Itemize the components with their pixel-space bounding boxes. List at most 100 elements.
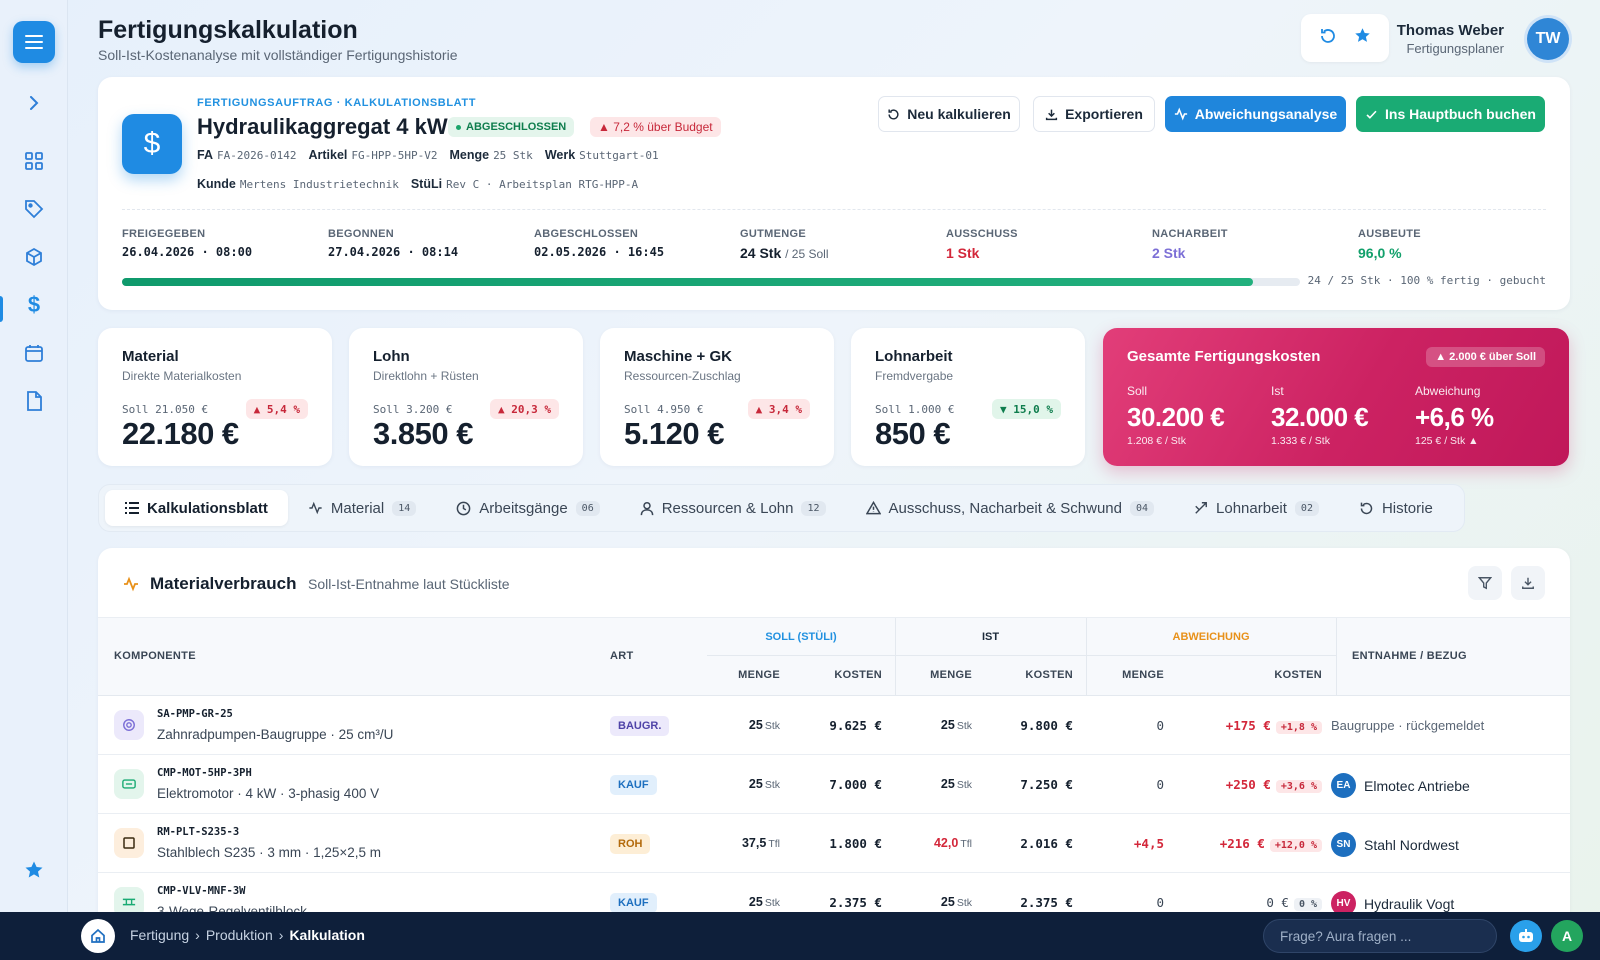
user-role: Fertigungsplaner <box>1406 41 1504 56</box>
divider <box>895 618 896 696</box>
meta-fa: FA FA-2026-0142 <box>197 148 297 162</box>
sidebar-item-calendar[interactable] <box>20 339 48 367</box>
kpi-value: 850 € <box>875 416 951 451</box>
list-icon <box>125 502 139 514</box>
sidebar-item-products[interactable] <box>20 243 48 271</box>
activity-icon <box>1174 107 1187 121</box>
stat-good-quantity: GUTMENGE 24 Stk / 25 Soll <box>740 228 829 261</box>
kpi-subtitle: Fremdvergabe <box>875 369 954 383</box>
progress-bar <box>122 278 1300 286</box>
expand-sidebar-button[interactable] <box>20 89 48 117</box>
kpi-card-labor[interactable]: Lohn Direktlohn + Rüsten Soll 3.200 € ▲ … <box>349 328 583 466</box>
supplier[interactable]: SN Stahl Nordwest <box>1331 832 1459 857</box>
kpi-title: Maschine + GK <box>624 348 732 365</box>
tab-resources-labor[interactable]: Ressourcen & Lohn 12 <box>620 490 846 526</box>
type-badge: ROH <box>610 834 651 854</box>
export-button[interactable]: Exportieren <box>1033 96 1155 132</box>
supplier[interactable]: HV Hydraulik Vogt <box>1331 891 1454 916</box>
sidebar: $ <box>0 0 68 912</box>
total-cost-card[interactable]: Gesamte Fertigungskosten ▲ 2.000 € über … <box>1103 328 1569 466</box>
tab-calculation-sheet[interactable]: Kalkulationsblatt <box>105 490 288 526</box>
component-name: Zahnradpumpen-Baugruppe · 25 cm³/U <box>157 727 394 742</box>
kpi-card-machine[interactable]: Maschine + GK Ressourcen-Zuschlag Soll 4… <box>600 328 834 466</box>
kpi-card-subcontracting[interactable]: Lohnarbeit Fremdvergabe Soll 1.000 € ▼ 1… <box>851 328 1085 466</box>
col-ist-qty[interactable]: MENGE <box>930 669 972 681</box>
assistant-button[interactable] <box>1510 920 1542 952</box>
table-row[interactable]: RM-PLT-S235-3 Stahlblech S235 · 3 mm · 1… <box>98 814 1570 873</box>
col-group-soll: SOLL (STÜLI) <box>707 618 895 656</box>
col-ist-cost[interactable]: KOSTEN <box>1025 669 1073 681</box>
star-icon <box>25 861 43 878</box>
tab-count: 12 <box>801 500 826 516</box>
variance-analysis-button[interactable]: Abweichungsanalyse <box>1165 96 1346 132</box>
assembly-icon <box>114 710 144 740</box>
filter-button[interactable] <box>1468 566 1502 600</box>
profile-avatar[interactable]: A <box>1551 920 1583 952</box>
tab-count: 14 <box>392 500 417 516</box>
tab-count: 06 <box>575 500 600 516</box>
assistant-input[interactable]: Frage? Aura fragen ... <box>1263 919 1497 953</box>
kpi-variance-badge: ▲ 3,4 % <box>747 399 810 419</box>
sheet-metal-icon <box>114 828 144 858</box>
star-icon <box>1355 28 1370 42</box>
sidebar-item-documents[interactable] <box>20 387 48 415</box>
sidebar-item-tags[interactable] <box>20 195 48 223</box>
box-icon <box>26 247 42 267</box>
type-badge: KAUF <box>610 893 657 913</box>
table-row[interactable]: CMP-MOT-5HP-3PH Elektromotor · 4 kW · 3-… <box>98 755 1570 814</box>
menu-button[interactable] <box>13 21 55 63</box>
tab-scrap-rework[interactable]: Ausschuss, Nacharbeit & Schwund 04 <box>846 490 1175 526</box>
material-header: Materialverbrauch Soll-Ist-Entnahme laut… <box>98 548 1570 618</box>
home-button[interactable] <box>81 919 115 953</box>
order-title: Hydraulikaggregat 4 kW <box>197 114 448 139</box>
recalculate-button[interactable]: Neu kalkulieren <box>878 96 1020 132</box>
sidebar-item-dashboard[interactable] <box>20 147 48 175</box>
supplier[interactable]: EA Elmotec Antriebe <box>1331 773 1470 798</box>
kpi-variance-badge: ▼ 15,0 % <box>992 399 1061 419</box>
budget-badge: ▲ 7,2 % über Budget <box>590 117 721 137</box>
tab-subcontracting[interactable]: Lohnarbeit 02 <box>1174 490 1339 526</box>
kpi-value: 5.120 € <box>624 416 724 451</box>
order-meta-line-2: Kunde Mertens Industrietechnik StüLi Rev C… <box>197 177 638 191</box>
favorite-button[interactable] <box>1354 27 1371 49</box>
post-to-ledger-button[interactable]: Ins Hauptbuch buchen <box>1356 96 1545 132</box>
col-type[interactable]: ART <box>610 650 634 662</box>
refresh-icon <box>888 108 899 120</box>
col-component[interactable]: KOMPONENTE <box>114 650 196 662</box>
sidebar-active-indicator <box>0 296 3 322</box>
filter-icon <box>1478 577 1492 590</box>
breadcrumb-item-fertigung[interactable]: Fertigung <box>130 927 190 943</box>
material-title: Materialverbrauch <box>150 574 297 593</box>
sidebar-item-favorites[interactable] <box>20 856 48 884</box>
dollar-icon: $ <box>27 292 41 317</box>
col-dev-cost[interactable]: KOSTEN <box>1274 669 1322 681</box>
sidebar-item-costing[interactable]: $ <box>20 291 48 319</box>
tab-history[interactable]: Historie <box>1339 490 1453 526</box>
col-group-deviation: ABWEICHUNG <box>1086 618 1336 656</box>
col-supply[interactable]: ENTNAHME / BEZUG <box>1352 650 1467 662</box>
tab-operations[interactable]: Arbeitsgänge 06 <box>436 490 619 526</box>
stat-released: FREIGEGEBEN 26.04.2026 · 08:00 <box>122 228 253 259</box>
col-dev-qty[interactable]: MENGE <box>1122 669 1164 681</box>
kpi-value: 22.180 € <box>122 416 239 451</box>
refresh-button[interactable] <box>1319 27 1337 50</box>
meta-article: Artikel FG-HPP-5HP-V2 <box>308 148 438 162</box>
breadcrumb-item-produktion[interactable]: Produktion <box>205 927 273 943</box>
tab-count: 04 <box>1129 500 1155 516</box>
download-button[interactable] <box>1511 566 1545 600</box>
page-title: Fertigungskalkulation <box>98 16 358 44</box>
user-name: Thomas Weber <box>1396 22 1504 39</box>
kpi-card-material[interactable]: Material Direkte Materialkosten Soll 21.… <box>98 328 332 466</box>
user-avatar[interactable]: TW <box>1527 18 1569 60</box>
meta-customer: Kunde Mertens Industrietechnik <box>197 177 399 191</box>
table-row[interactable]: SA-PMP-GR-25 Zahnradpumpen-Baugruppe · 2… <box>98 696 1570 755</box>
motor-icon <box>114 769 144 799</box>
kpi-soll: Soll 21.050 € <box>122 403 209 416</box>
grid-icon <box>25 152 43 170</box>
stat-completed: ABGESCHLOSSEN 02.05.2026 · 16:45 <box>534 228 665 259</box>
tab-material[interactable]: Material 14 <box>288 490 436 526</box>
col-soll-qty[interactable]: MENGE <box>738 669 780 681</box>
divider <box>122 209 1546 210</box>
status-label: ABGESCHLOSSEN <box>466 121 567 133</box>
col-soll-cost[interactable]: KOSTEN <box>834 669 882 681</box>
